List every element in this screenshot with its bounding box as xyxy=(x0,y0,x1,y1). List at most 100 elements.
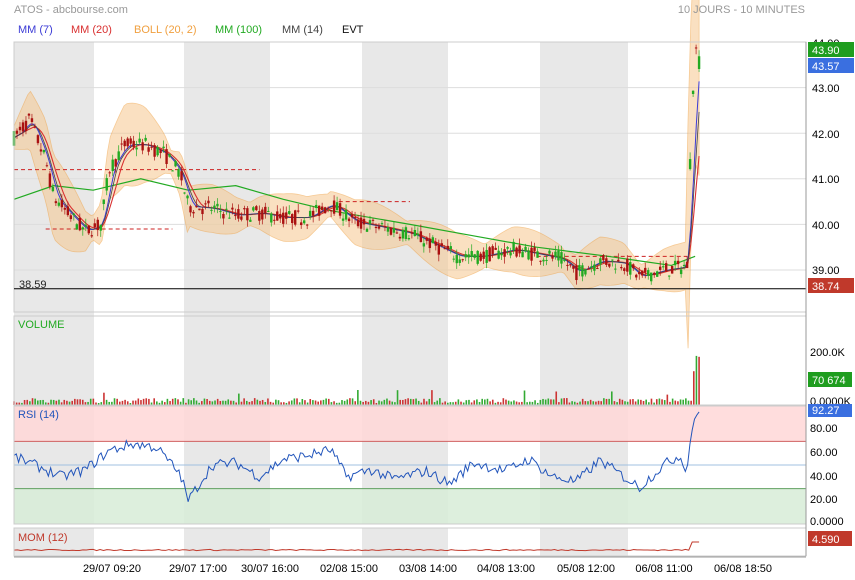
volume-bar xyxy=(618,398,621,405)
volume-bar xyxy=(317,401,319,405)
candle-body xyxy=(386,227,390,232)
volume-bar xyxy=(15,402,18,405)
candle-body xyxy=(365,228,369,232)
mm100-line xyxy=(13,178,696,267)
candle-body xyxy=(377,226,381,229)
volume-bar xyxy=(449,402,452,405)
candle-body xyxy=(524,246,527,252)
volume-bar xyxy=(481,398,483,405)
candle-body xyxy=(311,210,315,216)
volume-bar xyxy=(201,401,203,405)
volume-bar xyxy=(415,398,417,405)
legend-mm14[interactable]: MM (14) xyxy=(282,24,323,36)
candle-body xyxy=(204,203,207,205)
candle-body xyxy=(168,153,171,157)
volume-bar xyxy=(367,401,370,405)
volume-bar xyxy=(42,399,44,405)
volume-bar xyxy=(185,402,187,405)
candle-body xyxy=(60,200,64,208)
volume-bar xyxy=(526,402,528,405)
candle-body xyxy=(419,231,423,243)
volume-bar xyxy=(542,398,544,405)
candle-body xyxy=(317,205,321,216)
legend-mm100[interactable]: MM (100) xyxy=(215,24,262,36)
legend-mm7[interactable]: MM (7) xyxy=(18,24,53,36)
candle-body xyxy=(165,149,168,165)
badge-high: 43.90 xyxy=(812,45,840,57)
volume-bar xyxy=(507,400,510,405)
volume-bar xyxy=(97,402,100,405)
candle-body xyxy=(497,250,500,259)
legend-boll[interactable]: BOLL (20, 2) xyxy=(134,24,197,36)
session-shade xyxy=(14,528,94,556)
volume-bar xyxy=(597,400,600,405)
volume-bar xyxy=(499,402,502,405)
volume-bar xyxy=(121,400,124,405)
volume-bar xyxy=(245,400,248,405)
volume-bar xyxy=(47,402,50,405)
volume-bar xyxy=(150,402,153,405)
candle-body xyxy=(87,225,90,234)
volume-bar xyxy=(476,399,478,405)
volume-bar xyxy=(253,398,256,405)
volume-bar xyxy=(314,400,317,405)
candle-body xyxy=(533,247,536,251)
volume-bar xyxy=(68,401,71,405)
candle-body xyxy=(545,259,548,261)
candle-body xyxy=(473,254,476,258)
candle-body xyxy=(264,206,267,214)
volume-bar xyxy=(76,399,79,405)
volume-bar xyxy=(18,402,21,405)
volume-bar xyxy=(190,400,193,405)
candle-body xyxy=(246,208,249,221)
candle-body xyxy=(243,208,246,210)
candle-body xyxy=(66,206,70,216)
volume-bar xyxy=(364,400,367,405)
session-shade xyxy=(540,528,628,556)
volume-bar xyxy=(95,402,97,405)
candle-body xyxy=(201,208,204,215)
volume-bar xyxy=(502,398,505,405)
volume-bar xyxy=(134,400,137,405)
volume-bar xyxy=(232,400,235,405)
candle-body xyxy=(679,269,683,275)
candle-body xyxy=(326,207,330,209)
candle-body xyxy=(593,264,596,271)
volume-bar xyxy=(521,401,523,405)
candle-body xyxy=(332,200,336,214)
volume-bar xyxy=(163,402,166,405)
candle-body xyxy=(455,254,458,264)
volume-bar xyxy=(629,399,632,405)
candle-body xyxy=(509,252,512,256)
candle-body xyxy=(323,207,327,214)
candle-body xyxy=(410,232,414,234)
candle-body xyxy=(569,264,572,266)
candle-body xyxy=(45,165,49,167)
candle-body xyxy=(694,47,698,49)
candle-body xyxy=(641,270,644,276)
candle-body xyxy=(186,195,189,199)
candle-body xyxy=(632,264,635,269)
legend-mm20[interactable]: MM (20) xyxy=(71,24,112,36)
momentum-line xyxy=(13,541,700,552)
volume-bar xyxy=(39,400,42,405)
volume-bar xyxy=(156,401,158,405)
volume-bar xyxy=(304,400,306,405)
candle-body xyxy=(578,265,581,271)
candle-body xyxy=(362,218,366,225)
volume-bar xyxy=(558,402,560,405)
candle-body xyxy=(470,251,473,257)
volume-bar xyxy=(293,398,296,405)
volume-bar xyxy=(671,398,674,405)
volume-bar xyxy=(224,400,227,405)
volume-bar xyxy=(547,398,550,405)
volume-bar xyxy=(608,398,610,405)
legend-evt[interactable]: EVT xyxy=(342,24,364,36)
candle-body xyxy=(75,224,79,230)
volume-bar xyxy=(37,400,39,405)
volume-bar xyxy=(182,398,185,405)
volume-bar xyxy=(34,398,36,405)
volume-bar xyxy=(613,401,616,405)
candle-body xyxy=(21,122,25,132)
candle-body xyxy=(120,143,123,145)
